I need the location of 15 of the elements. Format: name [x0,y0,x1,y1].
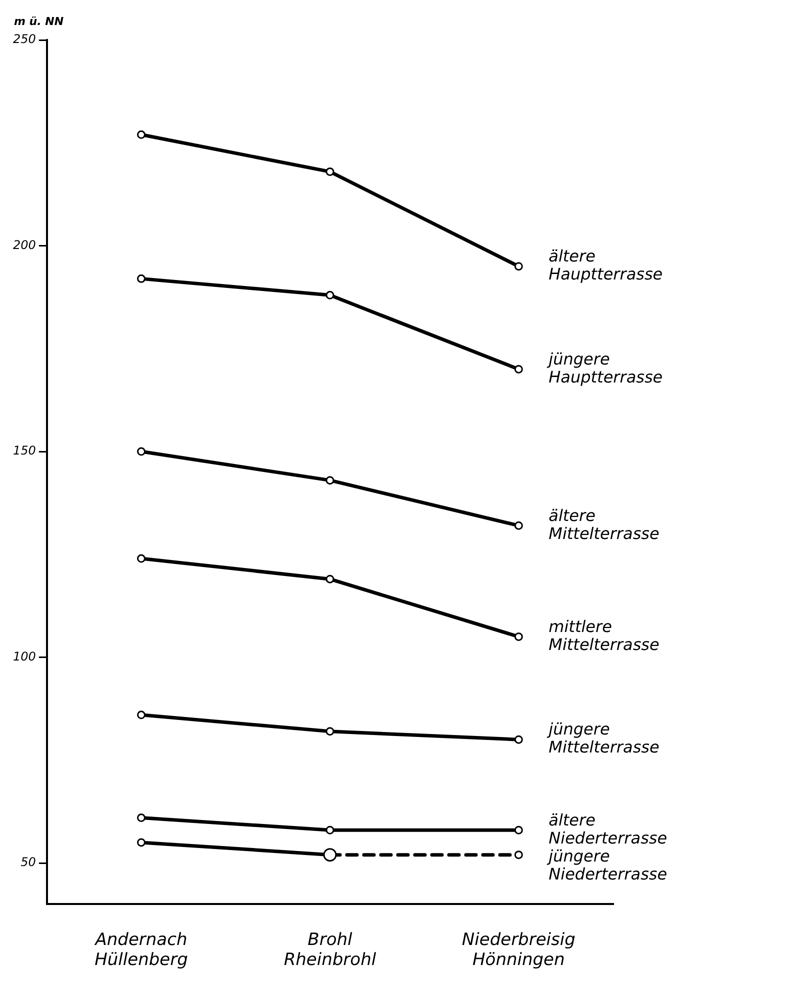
y-tick-label: 250 [13,32,36,46]
y-tick-label: 50 [20,855,36,870]
series-label: jüngere Hauptterrasse [546,349,663,386]
series-label: mittlere Mittelterrasse [548,616,660,654]
x-tick-label: Niederbreisig Hönningen [462,930,576,970]
series-label: jüngere Mittelterrasse [546,720,660,757]
y-tick-label: 200 [13,238,36,252]
x-tick-label: Brohl Rheinbrohl [284,930,376,970]
series-label: ältere Hauptterrasse [548,246,663,284]
y-axis-title: m ü. NN [14,14,64,28]
y-tick-label: 150 [13,444,36,458]
y-tick-label: 100 [13,649,36,664]
series-label: ältere Mittelterrasse [548,506,660,543]
series-label: jüngere Niederterrasse [546,846,668,884]
x-tick-label: Andernach Hüllenberg [94,930,188,970]
